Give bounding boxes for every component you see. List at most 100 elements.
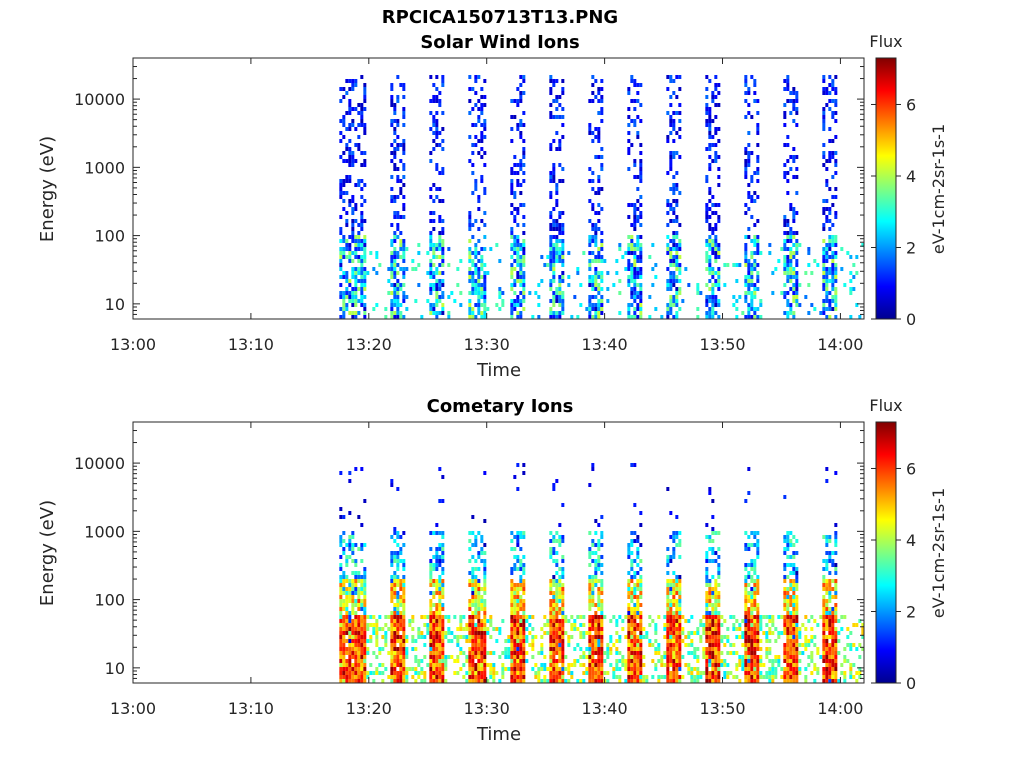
- heatmap-cell: [375, 619, 378, 623]
- heatmap-cell: [480, 623, 483, 627]
- heatmap-cell: [564, 619, 567, 623]
- heatmap-cell: [609, 635, 612, 639]
- heatmap-cell: [714, 155, 717, 159]
- heatmap-cell: [705, 599, 708, 603]
- heatmap-cell: [516, 639, 519, 643]
- heatmap-cell: [789, 279, 792, 283]
- heatmap-cell: [375, 271, 378, 275]
- heatmap-cell: [681, 639, 684, 643]
- heatmap-cell: [447, 263, 450, 267]
- heatmap-cell: [522, 639, 525, 643]
- heatmap-cell: [477, 207, 480, 211]
- heatmap-cell: [831, 243, 834, 247]
- heatmap-cell: [426, 271, 429, 275]
- heatmap-cell: [792, 119, 795, 123]
- heatmap-cell: [516, 239, 519, 243]
- heatmap-cell: [675, 623, 678, 627]
- heatmap-cell: [510, 647, 513, 651]
- heatmap-cell: [345, 79, 348, 83]
- heatmap-cell: [354, 267, 357, 271]
- heatmap-cell: [633, 559, 636, 563]
- heatmap-cell: [627, 303, 630, 307]
- heatmap-cell: [435, 111, 438, 115]
- heatmap-cell: [474, 611, 477, 615]
- heatmap-cell: [345, 579, 348, 583]
- heatmap-cell: [480, 155, 483, 159]
- heatmap-cell: [825, 603, 828, 607]
- heatmap-cell: [711, 287, 714, 291]
- heatmap-cell: [339, 655, 342, 659]
- heatmap-cell: [591, 559, 594, 563]
- heatmap-cell: [594, 223, 597, 227]
- heatmap-cell: [348, 555, 351, 559]
- heatmap-cell: [342, 603, 345, 607]
- heatmap-cell: [558, 579, 561, 583]
- heatmap-cell: [600, 147, 603, 151]
- heatmap-cell: [549, 243, 552, 247]
- heatmap-cell: [750, 303, 753, 307]
- heatmap-cell: [339, 315, 342, 319]
- heatmap-cell: [510, 547, 513, 551]
- heatmap-cell: [468, 559, 471, 563]
- heatmap-cell: [363, 663, 366, 667]
- heatmap-cell: [438, 263, 441, 267]
- heatmap-cell: [747, 267, 750, 271]
- heatmap-cell: [591, 579, 594, 583]
- heatmap-cell: [399, 623, 402, 627]
- heatmap-cell: [690, 639, 693, 643]
- heatmap-cell: [588, 167, 591, 171]
- heatmap-cell: [711, 295, 714, 299]
- heatmap-cell: [438, 247, 441, 251]
- heatmap-cell: [339, 267, 342, 271]
- heatmap-cell: [561, 299, 564, 303]
- heatmap-cell: [828, 651, 831, 655]
- heatmap-cell: [747, 131, 750, 135]
- heatmap-cell: [570, 615, 573, 619]
- heatmap-cell: [633, 651, 636, 655]
- heatmap-cell: [441, 199, 444, 203]
- heatmap-cell: [486, 619, 489, 623]
- heatmap-cell: [345, 303, 348, 307]
- heatmap-cell: [771, 291, 774, 295]
- heatmap-cell: [393, 551, 396, 555]
- heatmap-cell: [792, 647, 795, 651]
- heatmap-cell: [783, 595, 786, 599]
- heatmap-cell: [714, 595, 717, 599]
- heatmap-cell: [828, 539, 831, 543]
- heatmap-cell: [360, 631, 363, 635]
- heatmap-cell: [783, 259, 786, 263]
- heatmap-cell: [663, 615, 666, 619]
- heatmap-cell: [357, 595, 360, 599]
- heatmap-cell: [561, 295, 564, 299]
- heatmap-cell: [480, 275, 483, 279]
- heatmap-cell: [678, 87, 681, 91]
- heatmap-cell: [393, 295, 396, 299]
- heatmap-cell: [393, 579, 396, 583]
- heatmap-cell: [558, 567, 561, 571]
- heatmap-cell: [717, 283, 720, 287]
- heatmap-cell: [684, 643, 687, 647]
- heatmap-cell: [753, 591, 756, 595]
- heatmap-cell: [363, 243, 366, 247]
- heatmap-cell: [516, 627, 519, 631]
- heatmap-cell: [510, 303, 513, 307]
- heatmap-cell: [390, 103, 393, 107]
- heatmap-cell: [750, 559, 753, 563]
- heatmap-cell: [597, 227, 600, 231]
- heatmap-cell: [672, 231, 675, 235]
- heatmap-cell: [510, 263, 513, 267]
- heatmap-cell: [825, 611, 828, 615]
- heatmap-cell: [351, 231, 354, 235]
- heatmap-cell: [795, 595, 798, 599]
- heatmap-cell: [756, 531, 759, 535]
- heatmap-cell: [354, 667, 357, 671]
- heatmap-cell: [678, 667, 681, 671]
- heatmap-cell: [747, 271, 750, 275]
- heatmap-cell: [522, 271, 525, 275]
- heatmap-cell: [738, 655, 741, 659]
- heatmap-cell: [465, 679, 468, 683]
- heatmap-cell: [780, 291, 783, 295]
- heatmap-cell: [663, 623, 666, 627]
- heatmap-cell: [681, 299, 684, 303]
- heatmap-cell: [468, 315, 471, 319]
